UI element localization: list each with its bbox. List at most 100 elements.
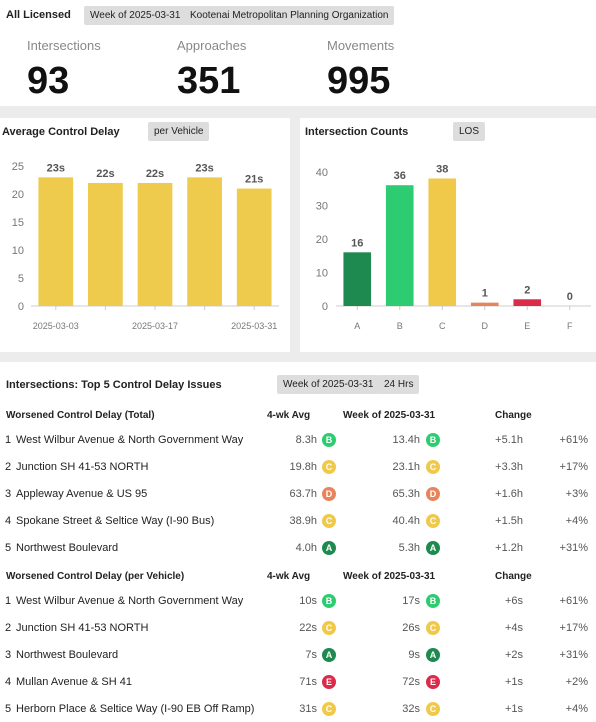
value-label: 2 xyxy=(524,284,530,296)
column-header: Worsened Control Delay (per Vehicle) xyxy=(6,571,185,582)
change-percent: +2% xyxy=(565,676,588,688)
intersection-name: Junction SH 41-53 NORTH xyxy=(16,622,149,634)
scope-label: All Licensed xyxy=(6,9,71,21)
count-chart: 0 10 20 30 40 A 16 B 36 C 38 D 1 E 2 F 0 xyxy=(316,163,591,331)
intersection-name: Appleway Avenue & US 95 xyxy=(16,488,148,500)
kpi-value: 995 xyxy=(327,60,391,102)
change-value: +2s xyxy=(504,649,523,661)
value-label: 22s xyxy=(146,168,164,180)
bar xyxy=(470,302,499,306)
change-percent: +3% xyxy=(565,488,588,500)
y-tick-label: 10 xyxy=(12,245,24,257)
y-tick-label: 10 xyxy=(316,267,328,279)
week-value: 17s xyxy=(402,595,420,607)
change-value: +6s xyxy=(504,595,523,607)
value-label: 38 xyxy=(436,163,448,175)
intersection-name: Mullan Avenue & SH 41 xyxy=(16,676,132,688)
intersection-name: Herborn Place & Seltice Way (I-90 EB Off… xyxy=(16,703,255,715)
value-label: 23s xyxy=(195,162,213,174)
week-value: 9s xyxy=(408,649,420,661)
column-header: Change xyxy=(495,571,532,582)
column-header: Worsened Control Delay (Total) xyxy=(6,410,155,421)
intersection-name: Spokane Street & Seltice Way (I-90 Bus) xyxy=(16,515,215,527)
x-tick-label: C xyxy=(439,321,446,331)
x-tick-label: E xyxy=(524,321,530,331)
avg-value: 22s xyxy=(299,622,317,634)
row-rank: 4 xyxy=(5,676,12,688)
metric-toggle[interactable]: per Vehicle xyxy=(148,122,210,141)
grade-badge: C xyxy=(426,702,440,716)
grade-badge: B xyxy=(322,594,336,608)
grade-badge: C xyxy=(322,460,336,474)
y-tick-label: 15 xyxy=(12,217,24,229)
week-value: 40.4h xyxy=(392,515,420,527)
grade-badge: A xyxy=(322,648,336,662)
week-filter[interactable]: Week of 2025-03-31 xyxy=(84,6,187,25)
week-value: 65.3h xyxy=(392,488,420,500)
x-tick-label: F xyxy=(567,321,573,331)
avg-value: 10s xyxy=(299,595,317,607)
week-value: 26s xyxy=(402,622,420,634)
bar xyxy=(236,188,272,306)
chart-title: Intersection Counts xyxy=(305,126,409,138)
column-header: Week of 2025-03-31 xyxy=(343,410,436,421)
week-value: 13.4h xyxy=(392,434,420,446)
period-filter[interactable]: 24 Hrs xyxy=(378,375,420,394)
x-tick-label: D xyxy=(482,321,489,331)
issues-table: Intersections: Top 5 Control Delay Issue… xyxy=(0,362,596,722)
org-filter[interactable]: Kootenai Metropolitan Planning Organizat… xyxy=(184,6,395,25)
value-label: 36 xyxy=(394,170,406,182)
bar xyxy=(513,299,542,306)
avg-value: 31s xyxy=(299,703,317,715)
change-percent: +61% xyxy=(559,595,588,607)
y-tick-label: 0 xyxy=(322,301,328,313)
row-rank: 2 xyxy=(5,461,12,473)
change-percent: +4% xyxy=(565,703,588,715)
bar xyxy=(88,182,123,306)
change-percent: +61% xyxy=(559,434,588,446)
y-tick-label: 40 xyxy=(316,167,328,179)
avg-value: 71s xyxy=(299,676,317,688)
avg-value: 63.7h xyxy=(289,488,317,500)
value-label: 1 xyxy=(482,288,488,300)
x-tick-label: 2025-03-31 xyxy=(231,321,277,331)
change-percent: +31% xyxy=(559,542,588,554)
change-value: +4s xyxy=(504,622,523,634)
row-rank: 2 xyxy=(5,622,12,634)
grade-badge: B xyxy=(426,433,440,447)
intersection-name: West Wilbur Avenue & North Government Wa… xyxy=(16,434,244,446)
grade-badge: D xyxy=(426,487,440,501)
grade-badge: C xyxy=(322,514,336,528)
avg-value: 4.0h xyxy=(295,542,317,554)
change-value: +3.3h xyxy=(495,461,523,473)
change-percent: +4% xyxy=(565,515,588,527)
chart-panel: Average Control Delay per Vehicle 0 5 10 15… xyxy=(0,118,290,352)
change-value: +1.6h xyxy=(495,488,523,500)
row-rank: 1 xyxy=(5,595,12,607)
change-percent: +17% xyxy=(559,461,588,473)
grade-badge: D xyxy=(322,487,336,501)
y-tick-label: 5 xyxy=(18,273,24,285)
bar xyxy=(137,182,173,306)
kpi-label: Intersections xyxy=(27,38,101,53)
y-tick-label: 25 xyxy=(12,161,24,173)
row-rank: 5 xyxy=(5,703,12,715)
intersection-name: Northwest Boulevard xyxy=(16,649,119,661)
value-label: 16 xyxy=(351,237,363,249)
week-value: 23.1h xyxy=(392,461,420,473)
change-value: +1.2h xyxy=(495,542,523,554)
grade-badge: C xyxy=(426,460,440,474)
delay-chart: 0 5 10 15 20 25 2025-03-03 23s 22s 2025-03-17 22s 2… xyxy=(12,161,279,331)
grade-badge: B xyxy=(322,433,336,447)
table-title: Intersections: Top 5 Control Delay Issue… xyxy=(6,379,222,391)
change-percent: +17% xyxy=(559,622,588,634)
week-value: 5.3h xyxy=(398,542,420,554)
metric-toggle[interactable]: LOS xyxy=(453,122,486,141)
week-filter[interactable]: Week of 2025-03-31 xyxy=(277,375,380,394)
column-header: 4-wk Avg xyxy=(267,410,311,421)
change-value: +5.1h xyxy=(495,434,523,446)
summary-panel: All Licensed Week of 2025-03-31 Kootenai… xyxy=(0,0,596,106)
grade-badge: E xyxy=(426,675,440,689)
value-label: 0 xyxy=(567,291,573,303)
bar xyxy=(428,178,457,306)
